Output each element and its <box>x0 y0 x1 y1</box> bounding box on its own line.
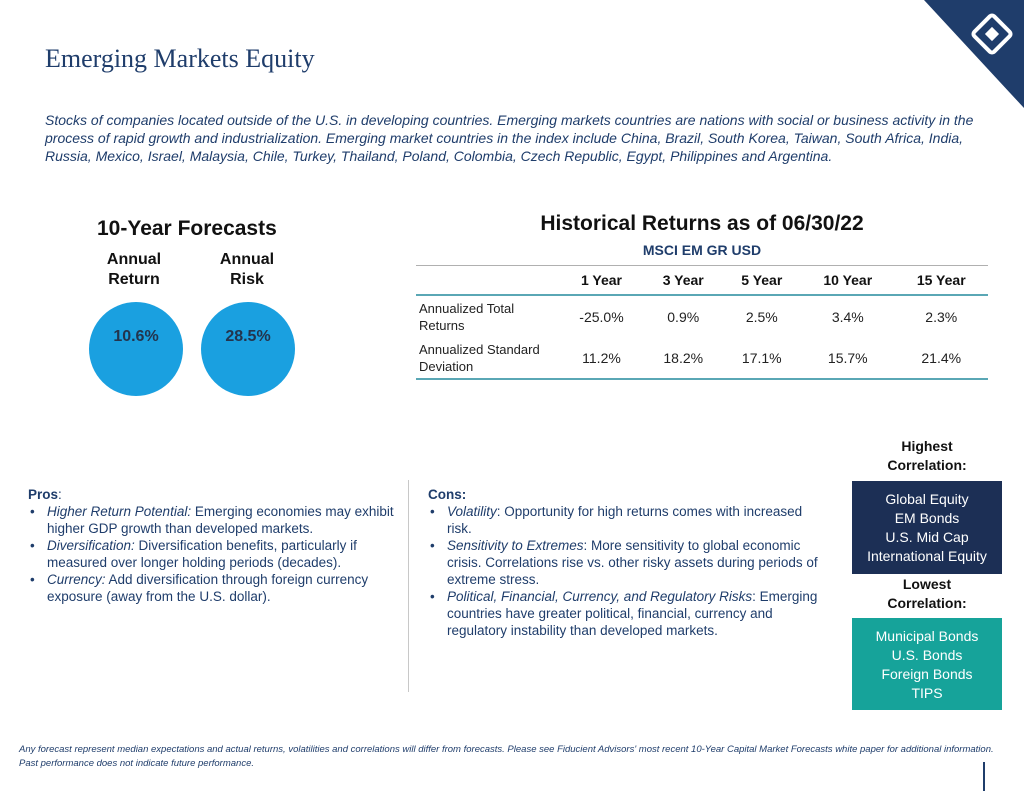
pro-text: Add diversification through foreign curr… <box>47 572 369 604</box>
historical-returns-title: Historical Returns as of 06/30/22 <box>540 212 864 235</box>
pro-term: Diversification: <box>47 538 135 553</box>
table-cell: 0.9% <box>667 308 700 325</box>
table-cell: 3.4% <box>831 308 864 325</box>
cons-heading: Cons: <box>428 487 467 502</box>
footer-accent-line <box>983 762 985 791</box>
row-label: Annualized Standard Deviation <box>416 337 559 379</box>
pro-text: Diversification benefits, particularly i… <box>47 538 357 570</box>
column-header: 5 Year <box>741 272 783 288</box>
correlation-item: International Equity <box>867 548 987 564</box>
annual-risk-circle: 28.5% <box>201 302 295 396</box>
cons-list: • Volatility: Opportunity for high return… <box>428 503 828 639</box>
con-text: : Emerging countries have greater politi… <box>447 589 818 638</box>
row-label: Annualized Total Returns <box>416 295 559 337</box>
table-cell: 18.2% <box>663 349 704 366</box>
annual-risk-heading-line: Risk <box>230 271 264 288</box>
annual-return-heading-line: Return <box>108 271 160 288</box>
annual-risk-value: 28.5% <box>225 328 271 345</box>
lowest-correlation-label-line: Lowest <box>902 576 952 592</box>
table-cell: 21.4% <box>921 349 962 366</box>
table-row: Annualized Total Returns -25.0% 0.9% 2.5… <box>416 295 988 337</box>
table-cell: 2.3% <box>925 308 958 325</box>
section-divider <box>408 480 409 692</box>
intro-description: Stocks of companies located outside of t… <box>45 112 974 164</box>
correlation-item: TIPS <box>911 685 943 701</box>
bullet-icon: • <box>30 538 35 553</box>
annual-risk-heading: Annual Risk <box>202 250 292 290</box>
list-item: • Political, Financial, Currency, and Reg… <box>428 588 828 639</box>
column-header: 15 Year <box>916 272 966 288</box>
table-cell: 11.2% <box>582 349 621 366</box>
column-header: 1 Year <box>580 272 622 288</box>
cons-section: Cons: • Volatility: Opportunity for high … <box>428 486 828 639</box>
con-text: : More sensitivity to global economic cr… <box>447 538 818 587</box>
pro-text: Emerging economies may exhibit higher GD… <box>47 504 394 536</box>
lowest-correlation-label: Lowest Correlation: <box>852 575 1002 613</box>
con-term: Volatility <box>447 504 497 519</box>
row-label-line: Annualized Standard <box>419 341 540 357</box>
list-item: • Volatility: Opportunity for high return… <box>428 503 828 537</box>
correlation-item: Global Equity <box>885 491 969 507</box>
pros-heading-colon: : <box>58 487 62 502</box>
con-text: : Opportunity for high returns comes wit… <box>447 504 803 536</box>
row-label-line: Deviation <box>419 358 474 374</box>
bullet-icon: • <box>30 504 35 519</box>
brand-logo-icon <box>924 0 1024 108</box>
page-title: Emerging Markets Equity <box>45 44 315 73</box>
pros-list: • Higher Return Potential: Emerging econo… <box>28 503 398 605</box>
bullet-icon: • <box>430 538 435 553</box>
forecasts-title: 10-Year Forecasts <box>97 217 277 240</box>
bullet-icon: • <box>430 504 435 519</box>
con-term: Political, Financial, Currency, and Regu… <box>447 589 753 604</box>
highest-correlation-label: Highest Correlation: <box>852 437 1002 475</box>
table-row: Annualized Standard Deviation 11.2% 18.2… <box>416 337 988 379</box>
list-item: • Sensitivity to Extremes: More sensitivi… <box>428 537 828 588</box>
pros-heading: Pros <box>28 487 59 502</box>
table-cell: -25.0% <box>579 308 624 325</box>
lowest-correlation-label-line: Correlation: <box>887 595 967 611</box>
row-label-line: Annualized Total <box>419 300 515 316</box>
bullet-icon: • <box>30 572 35 587</box>
pro-term: Higher Return Potential: <box>47 504 192 519</box>
annual-return-value: 10.6% <box>113 328 159 345</box>
historical-returns-index: MSCI EM GR USD <box>642 242 762 258</box>
footer-disclaimer: Any forecast represent median expectatio… <box>19 744 994 769</box>
row-label-line: Returns <box>419 317 465 333</box>
table-header-blank <box>416 266 559 296</box>
table-header-row: 1 Year 3 Year 5 Year 10 Year 15 Year <box>416 265 988 296</box>
list-item: • Currency: Add diversification through f… <box>28 571 398 605</box>
table-cell: 15.7% <box>827 349 868 366</box>
highest-correlation-label-line: Highest <box>901 438 953 454</box>
annual-return-circle: 10.6% <box>89 302 183 396</box>
con-term: Sensitivity to Extremes <box>447 538 584 553</box>
correlation-item: Municipal Bonds <box>875 628 979 644</box>
table-cell: 17.1% <box>741 349 782 366</box>
correlation-item: Foreign Bonds <box>881 666 973 682</box>
highest-correlation-label-line: Correlation: <box>887 457 967 473</box>
correlation-item: U.S. Mid Cap <box>885 529 969 545</box>
pro-term: Currency: <box>47 572 106 587</box>
annual-return-heading: Annual Return <box>89 250 179 290</box>
column-header: 10 Year <box>823 272 873 288</box>
table-cell: 2.5% <box>745 308 778 325</box>
correlation-item: U.S. Bonds <box>891 647 963 663</box>
lowest-correlation-box: Municipal Bonds U.S. Bonds Foreign Bonds… <box>852 618 1002 710</box>
bullet-icon: • <box>430 589 435 604</box>
pros-section: Pros: • Higher Return Potential: Emerging… <box>28 486 398 605</box>
annual-risk-heading-line: Annual <box>219 251 275 268</box>
list-item: • Higher Return Potential: Emerging econo… <box>28 503 398 537</box>
column-header: 3 Year <box>662 272 704 288</box>
correlation-item: EM Bonds <box>894 510 960 526</box>
historical-returns-table: 1 Year 3 Year 5 Year 10 Year 15 Year Ann… <box>416 265 988 380</box>
highest-correlation-box: Global Equity EM Bonds U.S. Mid Cap Inte… <box>852 481 1002 574</box>
annual-return-heading-line: Annual <box>106 251 162 268</box>
list-item: • Diversification: Diversification benefi… <box>28 537 398 571</box>
